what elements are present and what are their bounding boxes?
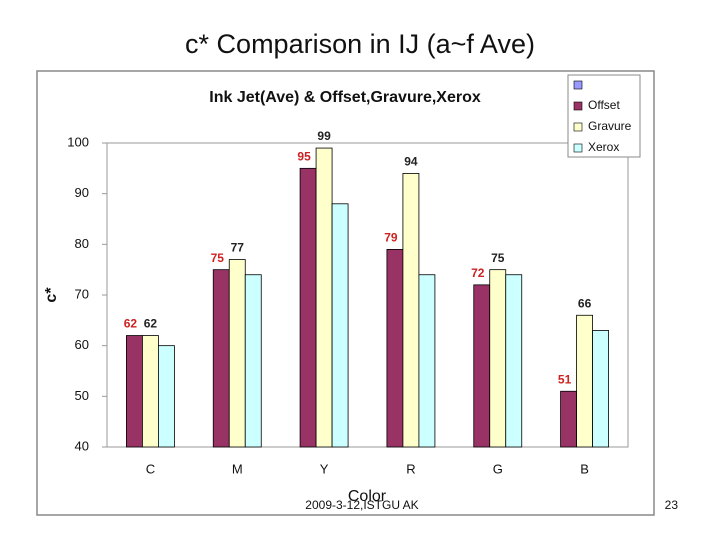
bar xyxy=(402,172,420,448)
y-tick-label: 60 xyxy=(75,337,89,352)
legend-label: Gravure xyxy=(588,119,632,133)
y-tick-label: 50 xyxy=(75,388,89,403)
x-tick-label: G xyxy=(493,461,503,476)
y-tick-label: 100 xyxy=(67,134,89,149)
bar xyxy=(142,335,159,448)
bar xyxy=(576,314,593,448)
bar xyxy=(473,284,491,448)
data-label: 66 xyxy=(578,296,592,310)
data-label: 62 xyxy=(124,317,138,331)
y-tick-label: 90 xyxy=(75,185,89,200)
bar xyxy=(331,203,349,448)
bar xyxy=(418,274,436,448)
data-label: 51 xyxy=(558,372,572,386)
y-tick-label: 70 xyxy=(75,286,89,301)
slide-title: c* Comparison in IJ (a~f Ave) xyxy=(185,29,535,59)
bar xyxy=(315,147,333,448)
chart-title: Ink Jet(Ave) & Offset,Gravure,Xerox xyxy=(209,89,481,106)
footer: 2009-3-12,ISTGU AK xyxy=(305,498,418,512)
bar xyxy=(386,248,404,448)
plot-area xyxy=(106,142,629,448)
legend-swatch xyxy=(573,122,583,132)
data-label: 72 xyxy=(471,266,485,280)
bar xyxy=(228,259,246,448)
y-tick-label: 40 xyxy=(75,438,89,453)
y-axis-label: c* xyxy=(43,287,60,303)
bar xyxy=(126,335,143,448)
data-label: 75 xyxy=(491,251,505,265)
bar xyxy=(505,274,523,448)
bar xyxy=(212,269,230,448)
legend-swatch xyxy=(573,143,583,153)
bar xyxy=(299,167,317,448)
y-tick-label: 80 xyxy=(75,236,89,251)
bar xyxy=(592,330,609,448)
legend-swatch xyxy=(573,101,583,111)
data-label: 99 xyxy=(317,129,331,143)
data-label: 62 xyxy=(144,317,158,331)
x-tick-label: R xyxy=(406,461,415,476)
bar xyxy=(489,269,507,448)
data-label: 94 xyxy=(404,155,418,169)
bar xyxy=(244,274,262,448)
x-axis-label: Color xyxy=(348,488,387,505)
legend-label: Xerox xyxy=(588,140,619,154)
x-tick-label: B xyxy=(580,461,589,476)
bar xyxy=(560,390,577,448)
x-tick-label: M xyxy=(232,461,243,476)
x-tick-label: C xyxy=(146,461,155,476)
page-number: 23 xyxy=(665,498,679,512)
data-label: 79 xyxy=(384,231,398,245)
legend-label: Offset xyxy=(588,98,620,112)
x-tick-label: Y xyxy=(320,461,329,476)
data-label: 75 xyxy=(211,251,225,265)
data-label: 95 xyxy=(297,150,311,164)
data-label: 77 xyxy=(231,241,245,255)
bar xyxy=(158,345,175,448)
legend-swatch xyxy=(573,80,583,90)
